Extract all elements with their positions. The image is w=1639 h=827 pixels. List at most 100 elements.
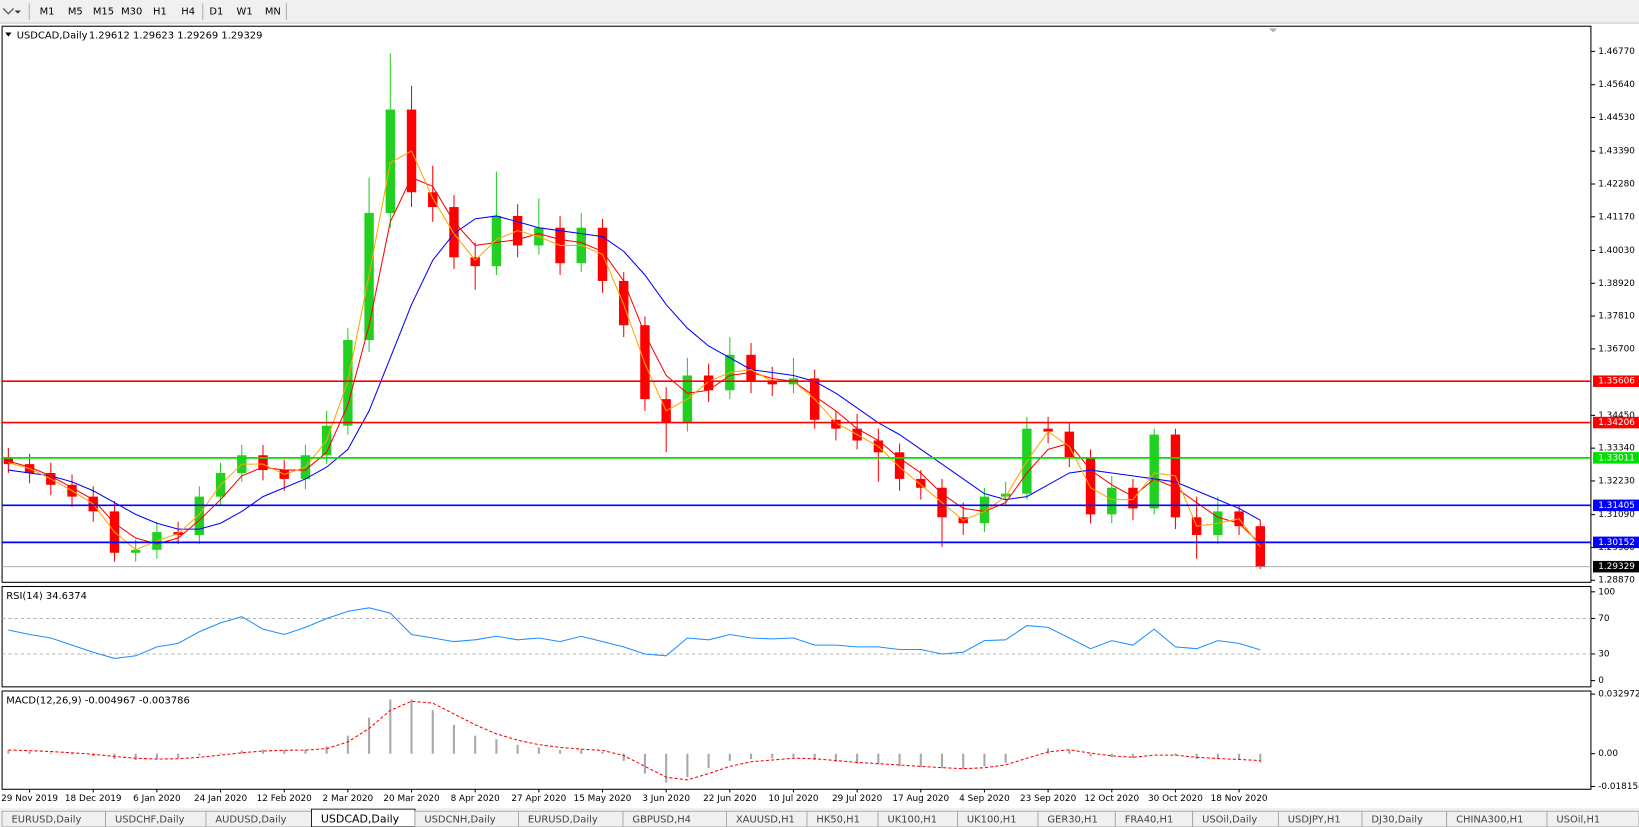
tab-label[interactable]: UK100,H1 bbox=[887, 815, 937, 826]
y-tick-label: 1.40030 bbox=[1598, 246, 1635, 256]
candle-body bbox=[385, 109, 396, 213]
panel-frame bbox=[1, 585, 1592, 688]
candle-body bbox=[449, 207, 459, 258]
period-label[interactable]: D1 bbox=[209, 7, 223, 18]
x-tick-label: 3 Jun 2020 bbox=[642, 794, 690, 804]
x-tick-label: 18 Nov 2020 bbox=[1211, 794, 1268, 804]
tab-label[interactable]: UK100,H1 bbox=[967, 815, 1017, 826]
tab-label[interactable]: FRA40,H1 bbox=[1125, 815, 1174, 826]
level-label-box bbox=[1593, 416, 1639, 429]
icon-dropdown bbox=[14, 10, 21, 14]
tab-label[interactable]: DJ30,Daily bbox=[1371, 815, 1423, 826]
y-tick-label: 100 bbox=[1598, 587, 1615, 597]
candle-body bbox=[1149, 434, 1159, 509]
candle-body bbox=[916, 478, 926, 488]
tab-label[interactable]: EURUSD,Daily bbox=[11, 815, 81, 826]
tab-label[interactable]: USOil,H1 bbox=[1556, 815, 1600, 826]
candle-body bbox=[1064, 431, 1075, 459]
x-tick-label: 20 Mar 2020 bbox=[383, 794, 440, 804]
y-tick-label: 1.31090 bbox=[1598, 510, 1635, 520]
x-tick-label: 12 Feb 2020 bbox=[257, 794, 313, 804]
level-label-box bbox=[1593, 375, 1639, 387]
candle-body bbox=[619, 280, 629, 326]
period-label[interactable]: M1 bbox=[40, 7, 55, 18]
candle-body bbox=[428, 192, 438, 208]
tab-label[interactable]: XAUUSD,H1 bbox=[736, 815, 795, 826]
y-tick-label: 1.41170 bbox=[1598, 212, 1635, 222]
tab-label[interactable]: USOil,Daily bbox=[1202, 815, 1257, 826]
candle-body bbox=[831, 419, 841, 429]
tab-label[interactable]: CHINA300,H1 bbox=[1456, 815, 1523, 826]
x-tick-label: 29 Nov 2019 bbox=[1, 794, 58, 804]
period-label[interactable]: H1 bbox=[153, 7, 167, 18]
toolbar-menu-icon[interactable] bbox=[2, 8, 21, 15]
y-tick-label: 0.032972 bbox=[1598, 690, 1639, 700]
x-tick-label: 10 Jul 2020 bbox=[768, 794, 819, 804]
x-tick-label: 15 May 2020 bbox=[574, 794, 632, 804]
x-tick-label: 27 Apr 2020 bbox=[511, 794, 566, 804]
y-tick-label: 0.00 bbox=[1598, 749, 1618, 759]
tab-label[interactable]: EURUSD,Daily bbox=[528, 815, 598, 826]
x-tick-label: 30 Oct 2020 bbox=[1148, 794, 1203, 804]
y-tick-label: 1.33340 bbox=[1598, 444, 1635, 454]
candle-body bbox=[703, 375, 714, 391]
tab-label[interactable]: USDCAD,Daily bbox=[321, 813, 400, 826]
y-tick-label: 1.32230 bbox=[1598, 476, 1635, 486]
tab-label[interactable]: HK50,H1 bbox=[816, 815, 860, 826]
period-label[interactable]: M5 bbox=[68, 7, 83, 18]
candle-body bbox=[130, 549, 141, 553]
candle-body bbox=[194, 496, 205, 536]
toolbar bbox=[0, 0, 1639, 24]
y-tick-label: 1.46770 bbox=[1598, 47, 1635, 57]
rsi-line bbox=[8, 607, 1261, 659]
y-tick-label: 1.45640 bbox=[1598, 80, 1635, 90]
x-tick-label: 4 Sep 2020 bbox=[959, 794, 1010, 804]
panel-frame bbox=[1, 25, 1592, 583]
x-tick-label: 8 Apr 2020 bbox=[451, 794, 501, 804]
x-tick-label: 22 Jun 2020 bbox=[703, 794, 757, 804]
candle-body bbox=[767, 381, 777, 385]
tab-label[interactable]: GBPUSD,H4 bbox=[632, 815, 691, 826]
x-tick-label: 2 Mar 2020 bbox=[323, 794, 374, 804]
level-label-box bbox=[1593, 452, 1639, 464]
period-label[interactable]: MN bbox=[265, 7, 281, 18]
panel-title: RSI(14) 34.6374 bbox=[6, 591, 87, 602]
moving-average bbox=[8, 215, 1261, 530]
panel-frame bbox=[1, 690, 1592, 790]
tab-label[interactable]: USDJPY,H1 bbox=[1288, 815, 1341, 826]
tab-label[interactable]: AUDUSD,Daily bbox=[215, 815, 286, 826]
tab-label[interactable]: GER30,H1 bbox=[1047, 815, 1097, 826]
y-tick-label: 0 bbox=[1598, 676, 1604, 686]
candle-body bbox=[1128, 487, 1138, 509]
y-tick-label: -0.018154 bbox=[1598, 782, 1639, 792]
y-tick-label: 30 bbox=[1598, 649, 1610, 659]
y-tick-label: 1.28870 bbox=[1598, 576, 1635, 586]
candle-body bbox=[491, 215, 502, 267]
candle-body bbox=[979, 496, 990, 524]
x-tick-label: 23 Sep 2020 bbox=[1020, 794, 1077, 804]
period-label[interactable]: W1 bbox=[237, 7, 253, 18]
x-tick-label: 18 Dec 2019 bbox=[65, 794, 122, 804]
period-label[interactable]: H4 bbox=[181, 7, 195, 18]
level-label-box bbox=[1593, 536, 1639, 549]
tab-label[interactable]: USDCNH,Daily bbox=[424, 815, 495, 826]
y-tick-label: 1.37810 bbox=[1598, 312, 1635, 322]
x-tick-label: 29 Jul 2020 bbox=[832, 794, 883, 804]
y-tick-label: 70 bbox=[1598, 614, 1610, 624]
tab-label[interactable]: USDCHF,Daily bbox=[115, 815, 185, 826]
level-label: 1.31405 bbox=[1598, 501, 1635, 511]
level-label: 1.30152 bbox=[1598, 538, 1635, 548]
candle-body bbox=[1043, 428, 1053, 432]
candle-body bbox=[894, 452, 905, 479]
y-tick-label: 1.44530 bbox=[1598, 113, 1635, 123]
y-tick-label: 1.36700 bbox=[1598, 344, 1635, 354]
panel-title: MACD(12,26,9) -0.004967 -0.003786 bbox=[6, 695, 190, 706]
candle-body bbox=[1085, 458, 1096, 515]
period-label[interactable]: M15 bbox=[93, 7, 114, 18]
icon-arrow bbox=[2, 8, 15, 15]
period-label[interactable]: M30 bbox=[121, 7, 142, 18]
level-label: 1.35606 bbox=[1598, 377, 1635, 387]
candle-body bbox=[470, 257, 480, 267]
